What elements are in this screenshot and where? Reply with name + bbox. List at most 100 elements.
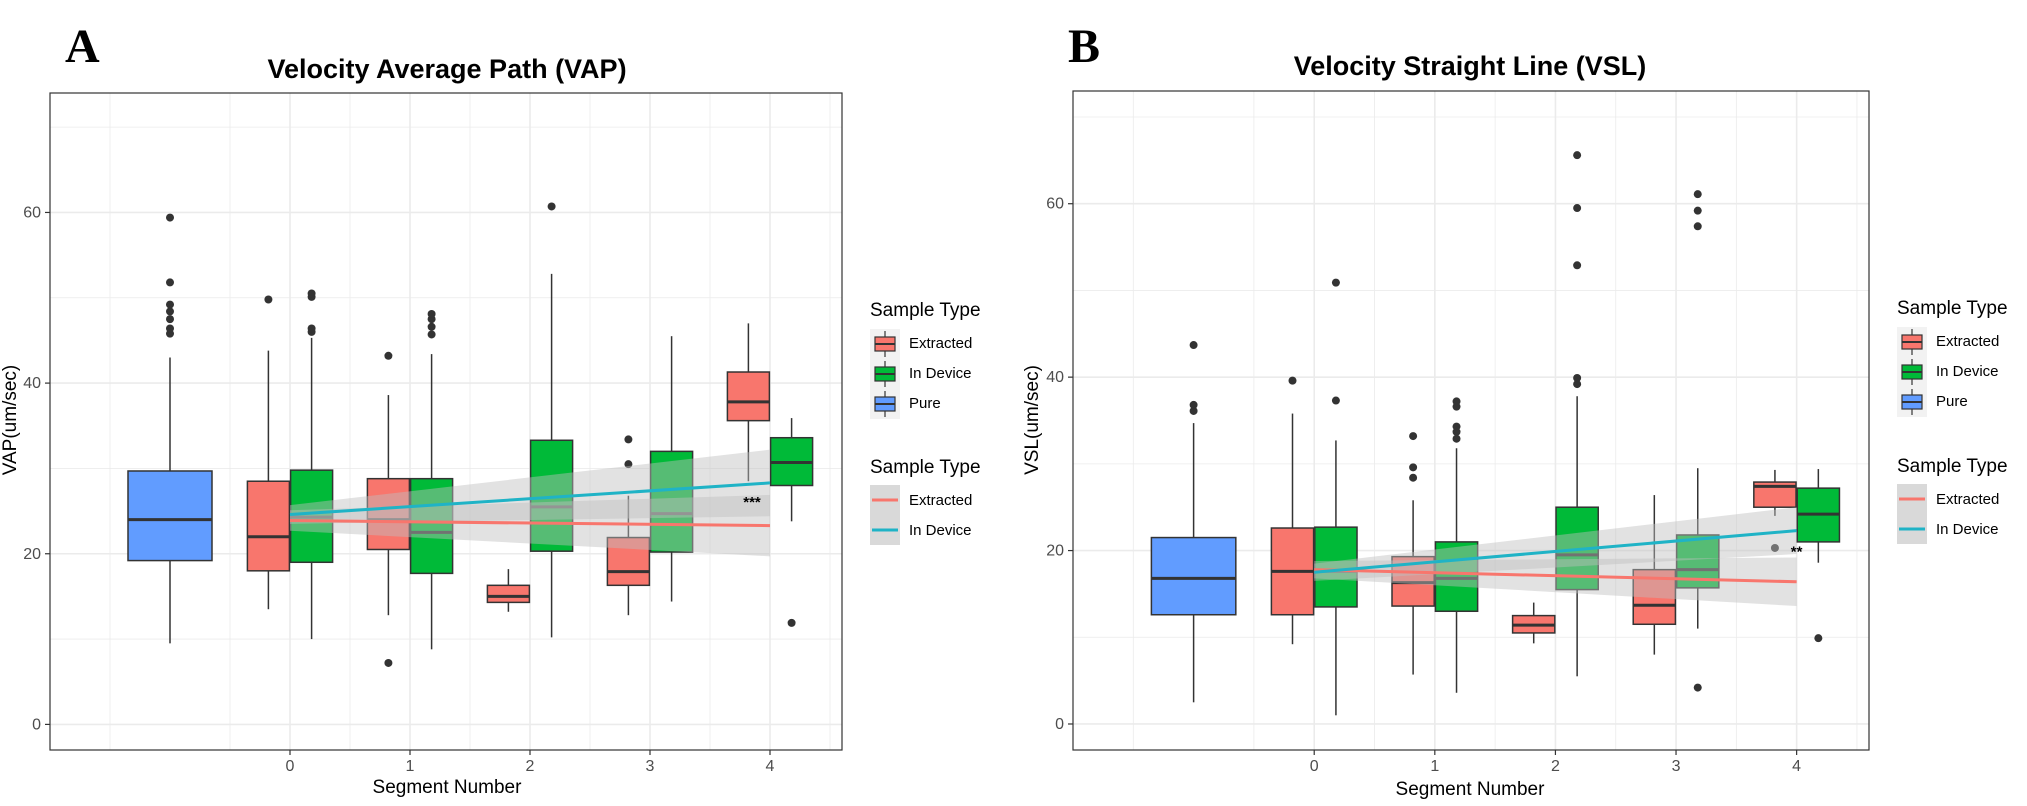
trend-line-in-device	[289, 481, 771, 517]
box-a-9	[726, 323, 771, 482]
box-b-6	[1555, 151, 1599, 677]
outlier-point	[1573, 380, 1582, 389]
box-body-pure	[1150, 536, 1237, 616]
significance-annotation: **	[1791, 544, 1803, 561]
outlier-point	[624, 460, 633, 469]
x-axis-label-b: Segment Number	[1396, 779, 1546, 800]
legend-box-label-b-0: Extracted	[1936, 333, 1999, 350]
outlier-point	[166, 213, 174, 222]
trend-line-in-device	[1314, 529, 1797, 574]
box-body-pure	[127, 470, 213, 562]
outlier-point	[427, 309, 436, 318]
legend-line-key-a-1	[870, 515, 900, 545]
legend-line-label-b-0: Extracted	[1936, 491, 1999, 508]
outlier-point	[1452, 422, 1461, 431]
box-b-0	[1150, 341, 1237, 703]
legend-line-title-b: Sample Type	[1897, 456, 2008, 477]
x-axis-label-a: Segment Number	[373, 777, 523, 798]
x-tick-label: 1	[406, 758, 415, 775]
y-tick-label: 20	[1046, 543, 1064, 560]
outlier-point	[624, 435, 633, 444]
outlier-point	[166, 307, 174, 316]
panel-border	[1072, 90, 1870, 751]
outlier-point	[1452, 434, 1461, 443]
legend-line-key-b-0	[1897, 484, 1927, 514]
outlier-point	[1409, 463, 1418, 472]
box-body-extracted	[486, 584, 531, 604]
outlier-point	[264, 295, 273, 304]
y-axis-label-a: VAP(um/sec)	[0, 365, 21, 476]
box-a-7	[606, 435, 651, 616]
outlier-point	[1814, 634, 1823, 643]
outlier-point	[547, 202, 556, 211]
box-a-4	[409, 309, 454, 650]
box-b-8	[1675, 190, 1720, 692]
box-body-extracted	[606, 536, 651, 587]
legend-box-label-b-1: In Device	[1936, 363, 1999, 380]
outlier-point	[427, 322, 436, 331]
ci-band	[1314, 557, 1797, 607]
box-body-in-device	[1314, 526, 1358, 608]
legend-box-title-b: Sample Type	[1897, 298, 2008, 319]
legend-box-key-b-0	[1897, 327, 1927, 357]
x-tick-label: 0	[286, 758, 295, 775]
box-body-extracted	[246, 480, 291, 572]
legend-line-key-a-0	[870, 485, 900, 515]
box-a-6	[529, 202, 574, 638]
box-a-2	[289, 289, 334, 640]
outlier-point	[1331, 396, 1340, 405]
outlier-point	[787, 618, 796, 627]
x-tick-label: 2	[526, 758, 535, 775]
legend-box-title-a: Sample Type	[870, 300, 981, 321]
box-b-5	[1511, 602, 1556, 644]
box-a-3	[366, 351, 411, 667]
legend-line-label-a-0: Extracted	[909, 492, 972, 509]
outlier-point	[166, 278, 174, 287]
x-tick-label: 0	[1310, 758, 1319, 775]
outlier-point	[1693, 190, 1702, 199]
box-b-4	[1434, 397, 1479, 693]
y-axis-label-b: VSL(um/sec)	[1022, 365, 1043, 475]
y-tick-label: 20	[23, 546, 41, 563]
legend-box-key-a-1	[870, 359, 900, 389]
legend-box-label-a-0: Extracted	[909, 335, 972, 352]
gridlines-a	[50, 93, 842, 750]
legend-line-label-a-1: In Device	[909, 522, 972, 539]
outlier-point	[1770, 543, 1779, 552]
outlier-point	[384, 658, 393, 667]
outlier-point	[1452, 397, 1461, 406]
outlier-point	[166, 315, 174, 324]
box-b-2	[1314, 278, 1358, 716]
outlier-point	[1573, 374, 1582, 383]
gridlines-b	[1073, 91, 1869, 750]
y-tick-label: 60	[1046, 196, 1064, 213]
outlier-point	[1409, 473, 1418, 482]
outlier-point	[307, 324, 316, 333]
legend-line-label-b-1: In Device	[1936, 521, 1999, 538]
outlier-point	[1189, 400, 1198, 409]
outlier-point	[1331, 278, 1340, 287]
box-body-extracted	[366, 477, 411, 551]
outlier-point	[1573, 261, 1582, 270]
chart-title-a: Velocity Average Path (VAP)	[267, 54, 626, 84]
legend-box-key-b-2	[1897, 387, 1927, 417]
x-tick-label: 3	[1672, 758, 1681, 775]
outlier-point	[1573, 151, 1582, 160]
trend-extracted-a	[290, 494, 770, 557]
legend-box-key-a-2	[870, 389, 900, 419]
panel-label-b: B	[1068, 20, 1100, 73]
outlier-point	[1409, 432, 1418, 441]
legend-box-label-a-2: Pure	[909, 395, 941, 412]
box-a-10	[769, 418, 814, 627]
significance-annotation: ***	[743, 494, 761, 511]
outlier-point	[307, 289, 316, 298]
y-tick-label: 0	[32, 716, 41, 733]
outlier-point	[384, 351, 393, 360]
outlier-point	[1693, 222, 1702, 231]
box-body-in-device	[649, 450, 694, 553]
y-tick-label: 40	[23, 375, 41, 392]
legend-line-key-b-1	[1897, 514, 1927, 544]
legend-box-label-b-2: Pure	[1936, 393, 1968, 410]
box-body-extracted	[726, 371, 771, 422]
trend-line-extracted	[1314, 568, 1797, 584]
